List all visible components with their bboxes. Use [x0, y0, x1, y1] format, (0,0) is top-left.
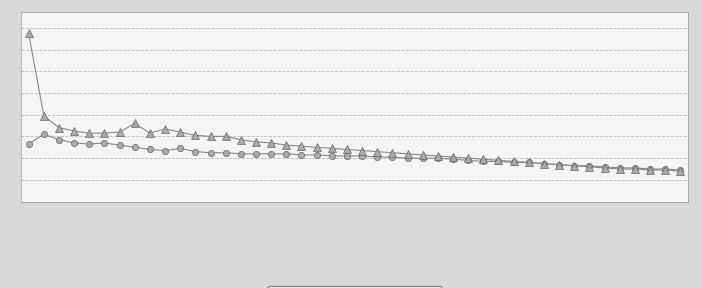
Legend: 二酸化窒素, 一酸化窒素: 二酸化窒素, 一酸化窒素: [267, 286, 442, 288]
